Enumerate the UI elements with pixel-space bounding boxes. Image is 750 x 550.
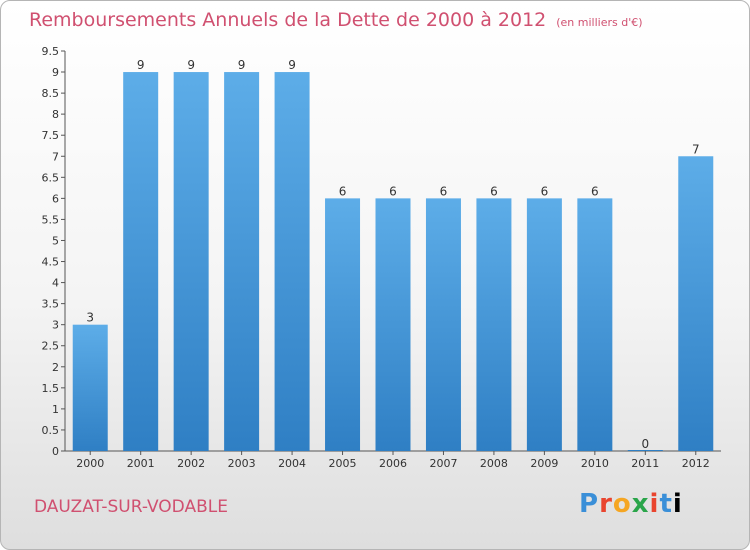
- bar: [123, 72, 159, 451]
- bar: [627, 450, 663, 451]
- y-tick-label: 3: [52, 319, 59, 332]
- bar: [72, 324, 108, 451]
- bar-value-label: 6: [339, 184, 347, 198]
- y-tick-label: 6.5: [42, 171, 60, 184]
- logo-letter: r: [599, 489, 613, 519]
- x-tick-label: 2008: [480, 457, 508, 470]
- bar-value-label: 9: [137, 58, 145, 72]
- y-tick-label: 7.5: [42, 129, 60, 142]
- y-tick-label: 0: [52, 445, 59, 458]
- bar-value-label: 9: [187, 58, 195, 72]
- bar-value-label: 3: [86, 311, 94, 325]
- bar: [476, 198, 512, 451]
- bar: [325, 198, 361, 451]
- bar: [577, 198, 613, 451]
- x-tick-label: 2003: [228, 457, 256, 470]
- logo-letter: P: [579, 489, 600, 519]
- x-tick-label: 2006: [379, 457, 407, 470]
- y-tick-label: 5.5: [42, 213, 60, 226]
- bar-value-label: 6: [591, 184, 599, 198]
- y-tick-label: 1: [52, 403, 59, 416]
- x-tick-label: 2011: [631, 457, 659, 470]
- unit-label: (en milliers d'€): [556, 16, 643, 29]
- x-tick-label: 2007: [429, 457, 457, 470]
- x-tick-label: 2001: [127, 457, 155, 470]
- y-tick-label: 2: [52, 361, 59, 374]
- bar-value-label: 6: [389, 184, 397, 198]
- x-tick-label: 2000: [76, 457, 104, 470]
- y-tick-label: 9.5: [42, 45, 60, 58]
- logo-letter: t: [659, 489, 673, 519]
- bar-chart: 0 0.5 1 1.5 2 2.5 3 3.5 4 4.5 5 5.5 6 6.5 7 7.5 8 8.5 9 9.5…: [42, 45, 721, 470]
- x-tick-label: 2010: [581, 457, 609, 470]
- y-tick-label: 0.5: [42, 424, 60, 437]
- y-tick-label: 7: [52, 150, 59, 163]
- bar-value-label: 6: [490, 184, 498, 198]
- y-tick-label: 4: [52, 277, 59, 290]
- bar-value-label: 7: [692, 142, 700, 156]
- bar: [173, 72, 209, 451]
- bar-value-label: 6: [541, 184, 549, 198]
- bar-value-label: 6: [440, 184, 448, 198]
- bar: [274, 72, 310, 451]
- bar: [425, 198, 461, 451]
- logo-letter: x: [631, 489, 650, 519]
- y-tick-label: 8.5: [42, 87, 60, 100]
- y-tick-label: 2.5: [42, 340, 60, 353]
- chart-title: Remboursements Annuels de la Dette de 20…: [29, 9, 643, 31]
- y-tick-label: 8: [52, 108, 59, 121]
- logo-letter: o: [612, 489, 632, 519]
- logo-letter: i: [649, 489, 660, 519]
- x-tick-label: 2012: [682, 457, 710, 470]
- y-tick-label: 3.5: [42, 298, 60, 311]
- bar-value-label: 9: [238, 58, 246, 72]
- x-tick-label: 2004: [278, 457, 306, 470]
- bar: [375, 198, 411, 451]
- bar-value-label: 9: [288, 58, 296, 72]
- y-tick-label: 1.5: [42, 382, 60, 395]
- title-text: Remboursements Annuels de la Dette de 20…: [29, 9, 547, 31]
- proxiti-logo: Proxiti: [579, 489, 683, 519]
- logo-letter: i: [672, 489, 683, 519]
- commune-name: DAUZAT-SUR-VODABLE: [34, 497, 228, 517]
- bar: [224, 72, 260, 451]
- y-tick-label: 9: [52, 66, 59, 79]
- x-tick-label: 2005: [329, 457, 357, 470]
- bar: [678, 156, 714, 451]
- x-tick-label: 2009: [530, 457, 558, 470]
- y-tick-label: 4.5: [42, 256, 60, 269]
- y-tick-label: 6: [52, 192, 59, 205]
- y-tick-label: 5: [52, 234, 59, 247]
- bar: [526, 198, 562, 451]
- x-tick-label: 2002: [177, 457, 205, 470]
- bar-value-label: 0: [641, 437, 649, 451]
